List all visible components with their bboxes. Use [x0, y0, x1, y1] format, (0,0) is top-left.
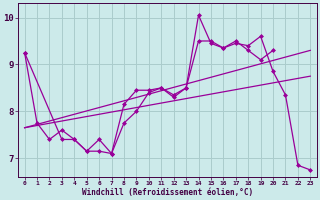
X-axis label: Windchill (Refroidissement éolien,°C): Windchill (Refroidissement éolien,°C) [82, 188, 253, 197]
